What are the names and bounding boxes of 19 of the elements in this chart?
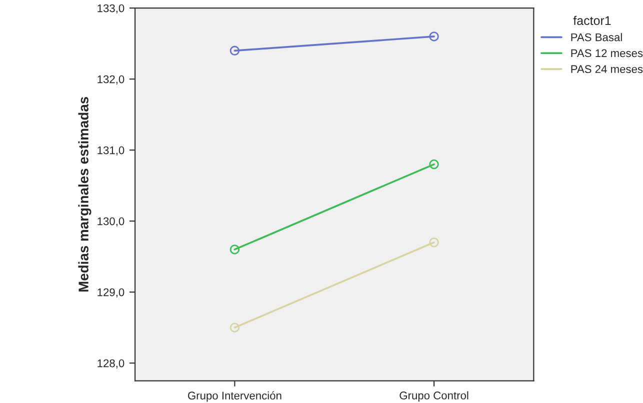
y-tick-label: 128,0 [98, 359, 124, 369]
y-tick-label: 132,0 [98, 75, 124, 85]
legend-title: factor1 [573, 16, 611, 26]
point [429, 32, 439, 42]
y-tick-label: 130,0 [98, 217, 124, 227]
y-axis-title: Medias marginales estimadas [78, 96, 92, 292]
x-tick-label: Grupo Control [400, 391, 468, 402]
legend-label: PAS 12 meses [571, 49, 643, 58]
point [230, 322, 240, 332]
legend-label: PAS 24 meses [571, 65, 643, 74]
point [429, 159, 439, 170]
point [429, 238, 439, 248]
x-tick-label: Grupo Intervención [188, 391, 282, 402]
point [230, 46, 240, 56]
y-tick-label: 133,0 [98, 4, 124, 14]
y-tick-label: 131,0 [98, 146, 124, 156]
y-tick-label: 129,0 [98, 288, 124, 298]
point [230, 244, 240, 254]
legend-label: PAS Basal [571, 33, 622, 42]
